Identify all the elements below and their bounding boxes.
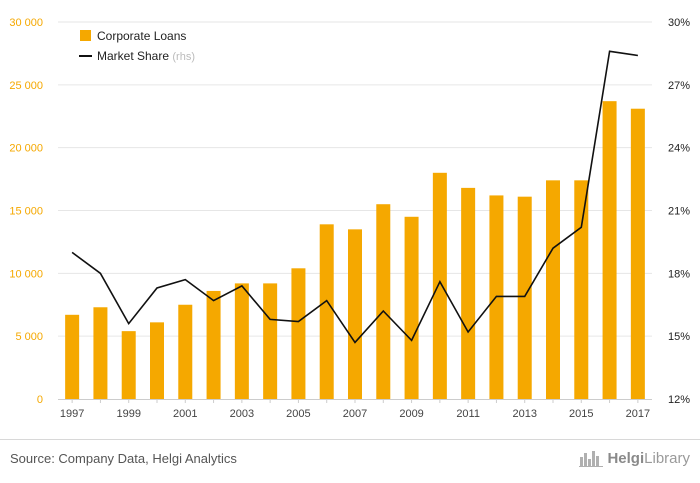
city-skyline-icon xyxy=(579,451,604,467)
x-tick-label: 2009 xyxy=(399,408,423,420)
x-tick-label: 2007 xyxy=(343,408,367,420)
bar-1999 xyxy=(121,331,136,399)
right-axis-ticks: 12% 15% 18% 21% 24% 27% 30% xyxy=(668,17,690,406)
y-left-tick-label: 0 xyxy=(37,394,43,406)
bar-2000 xyxy=(150,322,164,399)
bar-2007 xyxy=(348,229,362,399)
x-tick-label: 2017 xyxy=(626,408,650,420)
bar-2014 xyxy=(546,180,560,399)
left-axis-ticks: 0 5 000 10 000 15 000 20 000 25 000 30 000 xyxy=(9,17,43,406)
bar-1998 xyxy=(93,307,108,399)
x-axis-ticks: 1997 1999 2001 2003 2005 2007 2009 2011 2013 2015… xyxy=(60,399,650,420)
x-tick-label: 2013 xyxy=(512,408,536,420)
x-tick-label: 2001 xyxy=(173,408,197,420)
x-tick-label: 1997 xyxy=(60,408,84,420)
y-right-tick-label: 21% xyxy=(668,206,690,218)
y-left-tick-label: 20 000 xyxy=(9,143,43,155)
y-right-tick-label: 24% xyxy=(668,143,690,155)
x-tick-label: 2003 xyxy=(230,408,254,420)
y-right-tick-label: 18% xyxy=(668,268,690,280)
bar-2005 xyxy=(291,268,306,399)
x-tick-label: 2011 xyxy=(456,408,480,420)
bar-2001 xyxy=(178,304,193,399)
y-left-tick-label: 5 000 xyxy=(15,331,43,343)
y-left-tick-label: 15 000 xyxy=(9,206,43,218)
legend-swatch-corporate-loans xyxy=(80,30,91,41)
chart: 0 5 000 10 000 15 000 20 000 25 000 30 000 12%… xyxy=(9,17,690,420)
bar-2002 xyxy=(206,290,221,399)
market-share-line xyxy=(71,50,639,344)
brand-name-bold: Helgi xyxy=(607,449,645,467)
bar-2017 xyxy=(630,108,645,400)
brand-name-rest: Library xyxy=(644,449,690,467)
bar-2008 xyxy=(376,204,391,399)
y-right-tick-label: 12% xyxy=(668,394,690,406)
bars xyxy=(65,101,645,400)
brand-logo-area: HelgiLibrary xyxy=(579,449,690,467)
bar-2006 xyxy=(319,224,334,399)
footer-divider xyxy=(0,439,700,440)
x-tick-label: 2015 xyxy=(569,408,593,420)
source-note: Source: Company Data, Helgi Analytics xyxy=(10,451,237,466)
bar-2009 xyxy=(404,216,419,399)
bar-1997 xyxy=(65,314,80,399)
y-left-tick-label: 30 000 xyxy=(9,17,43,29)
legend-label-market-share: Market Share (rhs) xyxy=(97,49,195,63)
legend-market-share-suffix: (rhs) xyxy=(172,51,195,63)
y-left-tick-label: 25 000 xyxy=(9,80,43,92)
y-right-tick-label: 15% xyxy=(668,331,690,343)
x-tick-label: 1999 xyxy=(116,408,140,420)
legend: Corporate Loans Market Share (rhs) xyxy=(79,29,195,63)
legend-market-share-name: Market Share xyxy=(97,49,169,63)
bar-2010 xyxy=(432,172,447,399)
bar-2013 xyxy=(517,196,532,399)
bar-2004 xyxy=(263,283,278,399)
y-right-tick-label: 30% xyxy=(668,17,690,29)
bar-2015 xyxy=(574,180,589,399)
y-right-tick-label: 27% xyxy=(668,80,690,92)
bar-2011 xyxy=(461,187,476,399)
legend-label-corporate-loans: Corporate Loans xyxy=(97,29,186,43)
brand-name: HelgiLibrary xyxy=(607,450,690,467)
bar-2016 xyxy=(602,101,617,400)
x-tick-label: 2005 xyxy=(286,408,310,420)
bar-2003 xyxy=(234,283,249,399)
y-left-tick-label: 10 000 xyxy=(9,268,43,280)
